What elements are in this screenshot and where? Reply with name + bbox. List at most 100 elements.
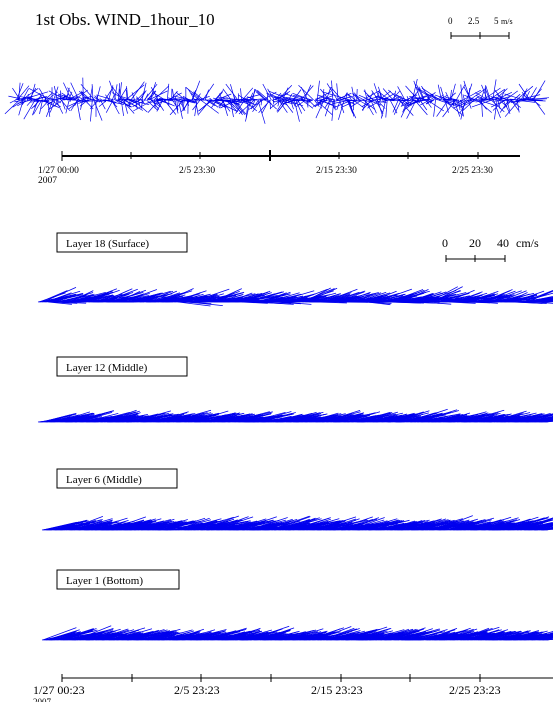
stick-vector — [167, 520, 196, 531]
layer-label-2: Layer 6 (Middle) — [56, 468, 178, 489]
stick-vector — [69, 99, 72, 103]
stick-vector — [169, 99, 184, 116]
stick-vector — [375, 288, 413, 303]
current-x-tick-3: 2/25 23:23 — [449, 683, 501, 697]
stick-vector — [324, 628, 360, 641]
stick-vector — [522, 97, 550, 101]
stick-vector — [245, 99, 251, 122]
stick-vector — [82, 288, 118, 303]
stick-vector — [330, 99, 342, 103]
stick-vector — [259, 292, 287, 303]
svg-text:Layer 18 (Surface): Layer 18 (Surface) — [66, 238, 149, 250]
stick-vector — [322, 410, 361, 423]
stick-vector — [385, 99, 388, 118]
stick-vector — [125, 84, 145, 101]
stick-vector — [86, 289, 120, 303]
stick-vector — [466, 519, 502, 531]
stick-vector — [176, 99, 179, 111]
stick-vector — [372, 520, 405, 531]
stick-vector — [493, 99, 501, 119]
stick-vector — [275, 290, 315, 303]
stick-vector — [280, 94, 287, 101]
stick-vector — [505, 630, 540, 641]
wind-x-tick-2: 2/15 23:30 — [316, 166, 357, 176]
stick-vector — [146, 99, 163, 104]
stick-vector — [267, 292, 300, 303]
stick-vector — [352, 292, 382, 303]
stick-vector — [216, 93, 232, 101]
stick-vector — [219, 93, 223, 101]
stick-vector — [455, 412, 489, 423]
wind-x-tick-3: 2/25 23:30 — [452, 166, 493, 176]
stick-vector — [413, 80, 421, 101]
stick-vector — [194, 99, 198, 117]
stick-vector — [267, 631, 299, 641]
stick-vector — [506, 99, 513, 104]
stick-vector — [148, 521, 180, 531]
stick-vector — [211, 412, 245, 423]
stick-vector — [209, 97, 213, 101]
stick-vector — [245, 99, 249, 118]
stick-vector — [333, 99, 353, 108]
stick-vector — [475, 99, 487, 103]
stick-vector — [459, 99, 468, 114]
stick-vector — [304, 520, 341, 531]
stick-vector — [285, 96, 303, 101]
stick-vector — [236, 99, 250, 102]
stick-vector — [461, 409, 505, 423]
stick-vector — [534, 301, 553, 304]
stick-vector — [52, 519, 88, 531]
stick-vector — [484, 519, 521, 531]
stick-vector — [495, 295, 522, 303]
stick-vector — [340, 99, 358, 108]
stick-vector — [478, 519, 517, 531]
stick-vector — [76, 99, 81, 121]
stick-vector — [537, 524, 553, 531]
stick-vector — [21, 88, 39, 101]
stick-vector — [502, 99, 511, 115]
stick-vector — [105, 410, 140, 423]
stick-vector — [485, 290, 516, 303]
stick-vector — [211, 99, 218, 108]
stick-vector — [166, 83, 170, 101]
stick-vector — [329, 291, 360, 303]
stick-vector — [126, 86, 129, 101]
stick-vector — [80, 90, 85, 101]
stick-vector — [414, 518, 447, 531]
stick-vector — [82, 77, 84, 101]
stick-vector — [164, 413, 196, 423]
stick-vector — [313, 293, 342, 303]
stick-vector — [164, 630, 195, 641]
stick-vector — [412, 629, 448, 641]
stick-vector — [12, 99, 25, 108]
stick-vector — [520, 631, 553, 641]
stick-vector — [518, 83, 531, 101]
stick-vector — [82, 96, 96, 101]
stick-vector — [540, 635, 553, 641]
stick-vector — [378, 90, 392, 101]
stick-vector — [133, 99, 154, 112]
stick-vector — [249, 92, 254, 101]
stick-vector — [187, 301, 223, 306]
current-x-tick-2: 2/15 23:23 — [311, 683, 363, 697]
stick-vector — [69, 290, 94, 303]
stick-vector — [393, 289, 425, 303]
stick-vector — [425, 93, 441, 101]
stick-vector — [47, 99, 63, 111]
wind-stick-series — [4, 77, 550, 124]
stick-vector — [532, 416, 553, 423]
stick-vector — [415, 291, 447, 303]
stick-vector — [40, 290, 68, 303]
stick-vector — [294, 517, 330, 531]
stick-vector — [285, 411, 324, 423]
stick-vector — [74, 520, 103, 531]
stick-vector — [282, 99, 294, 113]
stick-vector — [95, 520, 129, 531]
stick-vector — [117, 519, 152, 531]
stick-vector — [147, 99, 160, 113]
stick-vector — [274, 92, 282, 101]
stick-vector — [511, 413, 545, 423]
stick-vector — [84, 413, 119, 423]
stick-vector — [255, 90, 267, 101]
stick-vector — [352, 93, 365, 101]
